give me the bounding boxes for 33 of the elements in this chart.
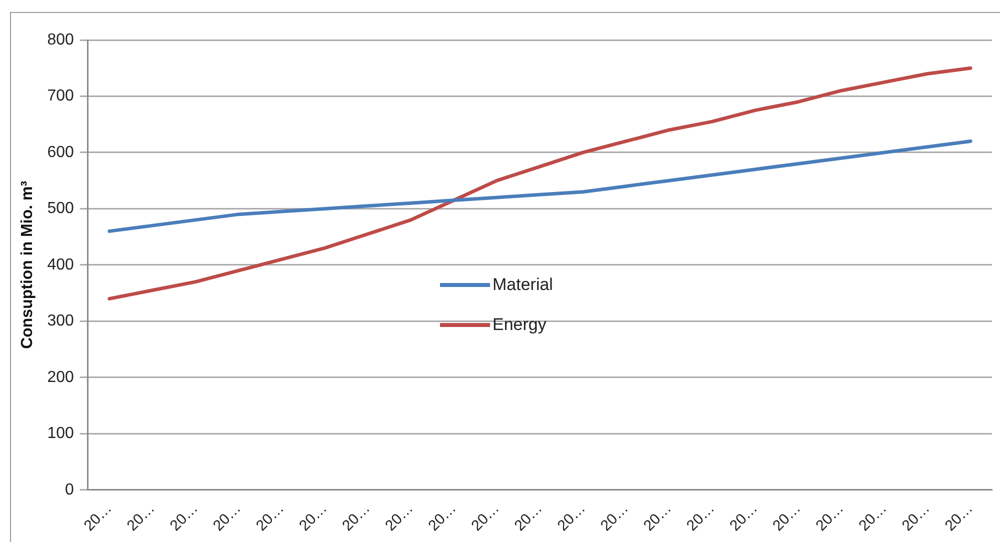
y-tick-label: 200 xyxy=(47,368,74,386)
x-tick-label: 20… xyxy=(856,500,890,534)
x-tick-label: 20… xyxy=(554,500,589,534)
y-tick-label: 300 xyxy=(47,312,74,330)
x-tick-label: 20… xyxy=(382,500,417,534)
x-tick-label: 20… xyxy=(597,500,632,534)
x-tick-label: 20… xyxy=(339,500,374,534)
y-tick-label: 400 xyxy=(47,256,74,274)
y-tick-label: 0 xyxy=(64,481,74,498)
x-tick-label: 20… xyxy=(898,500,934,534)
y-tick-label: 600 xyxy=(47,144,74,161)
x-tick-label: 20… xyxy=(640,500,675,534)
x-tick-label: 20… xyxy=(683,500,718,534)
x-tick-label: 20… xyxy=(252,500,288,534)
x-tick-label: 20… xyxy=(511,500,546,534)
y-tick-label: 800 xyxy=(47,31,74,48)
y-tick-label: 100 xyxy=(47,425,74,442)
x-tick-label: 20… xyxy=(770,500,804,534)
x-tick-label: 20… xyxy=(124,500,158,534)
legend-label: Material xyxy=(492,274,553,295)
x-tick-label: 20… xyxy=(210,500,244,534)
x-tick-label: 20… xyxy=(726,500,761,534)
legend-label: Energy xyxy=(492,314,546,335)
y-tick-label: 500 xyxy=(47,200,74,218)
x-tick-label: 20… xyxy=(296,500,330,534)
x-tick-label: 20… xyxy=(425,500,460,534)
x-tick-label: 20… xyxy=(812,500,848,534)
x-tick-label: 20… xyxy=(942,500,976,534)
y-axis-title: Consuption in Mio. m³ xyxy=(19,180,36,349)
x-tick-label: 20… xyxy=(468,500,503,534)
x-tick-label: 20… xyxy=(80,500,116,534)
x-tick-label: 20… xyxy=(166,500,202,534)
y-tick-label: 700 xyxy=(47,88,74,105)
